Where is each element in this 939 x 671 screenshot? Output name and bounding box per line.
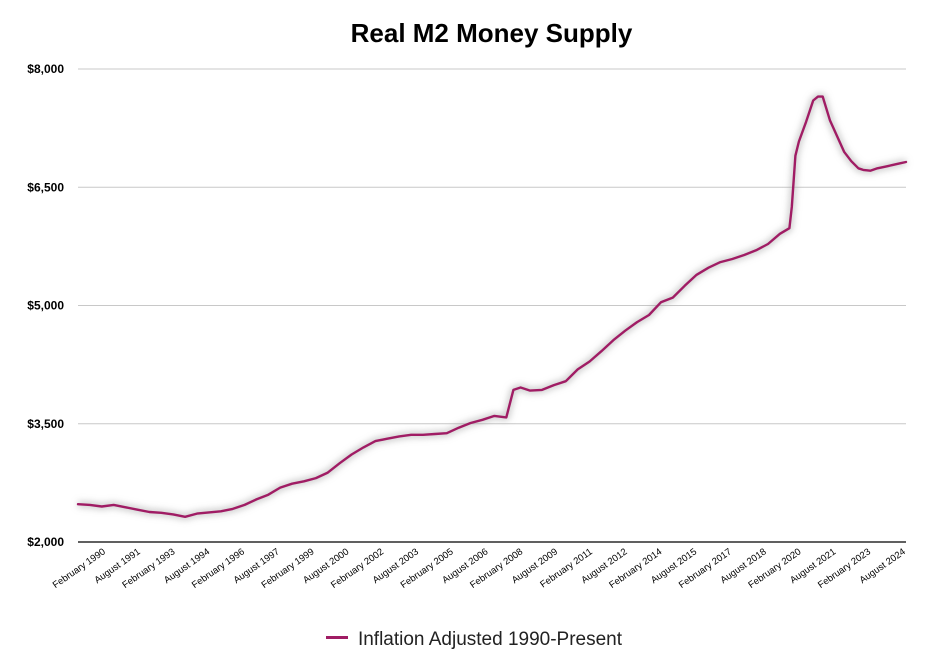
y-tick-label: $3,500 (27, 417, 64, 431)
y-axis-ticks: $2,000 $3,500 $5,000 $6,500 $8,000 (27, 62, 64, 549)
series-layer (76, 93, 908, 520)
legend-swatch (325, 636, 348, 640)
gridlines (78, 68, 906, 543)
series-line (76, 95, 908, 518)
y-tick-label: $5,000 (27, 299, 64, 313)
y-tick-label: $6,500 (27, 180, 64, 194)
legend-label: Inflation Adjusted 1990-Present (357, 629, 623, 650)
series-shadow (77, 93, 907, 520)
y-tick-label: $8,000 (27, 62, 64, 76)
y-tick-label: $2,000 (27, 535, 64, 549)
chart-title: Real M2 Money Supply (350, 18, 633, 48)
legend: Inflation Adjusted 1990-Present (0, 629, 939, 651)
